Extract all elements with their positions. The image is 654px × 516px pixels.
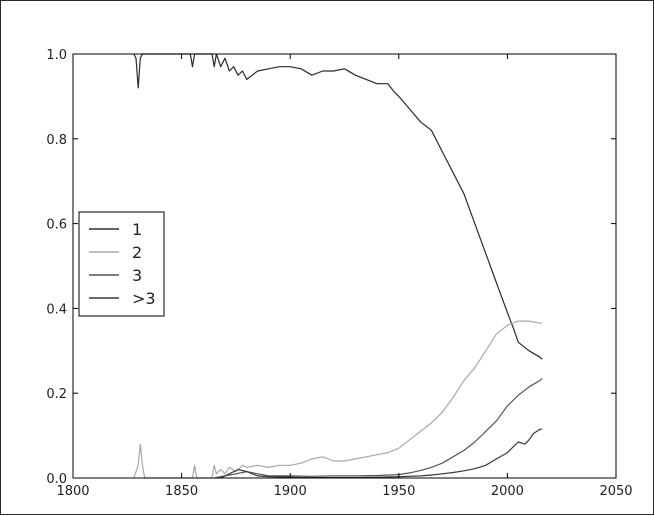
legend: 1 2 3 >3 [78,211,165,317]
series-layer [133,53,543,479]
x-tick-label: 1850 [165,484,198,499]
x-tick-label: 1950 [382,484,415,499]
legend-label-3: 3 [132,266,142,285]
legend-label-1: 1 [132,220,142,239]
series-line-1 [133,53,543,360]
series-line-4 [220,428,543,479]
series-line-3 [214,377,543,479]
y-tick-label: 0.4 [46,302,67,317]
legend-label-4: >3 [132,289,156,308]
y-tick-label: 0.0 [46,472,67,487]
series-line-2 [133,320,543,479]
x-tick-label: 1800 [56,484,89,499]
y-tick-label: 0.6 [46,218,67,233]
x-tick-label: 1900 [274,484,307,499]
y-tick-label: 0.8 [46,133,67,148]
ticks-layer: 1800 1850 1900 1950 2000 2050 0.0 0.2 0.4 0.6 0.8 1… [46,48,632,499]
axes-box [72,53,617,479]
x-tick-label: 2050 [599,484,632,499]
y-tick-label: 1.0 [46,48,67,63]
legend-label-2: 2 [132,243,142,262]
y-tick-label: 0.2 [46,387,67,402]
x-tick-label: 2000 [491,484,524,499]
